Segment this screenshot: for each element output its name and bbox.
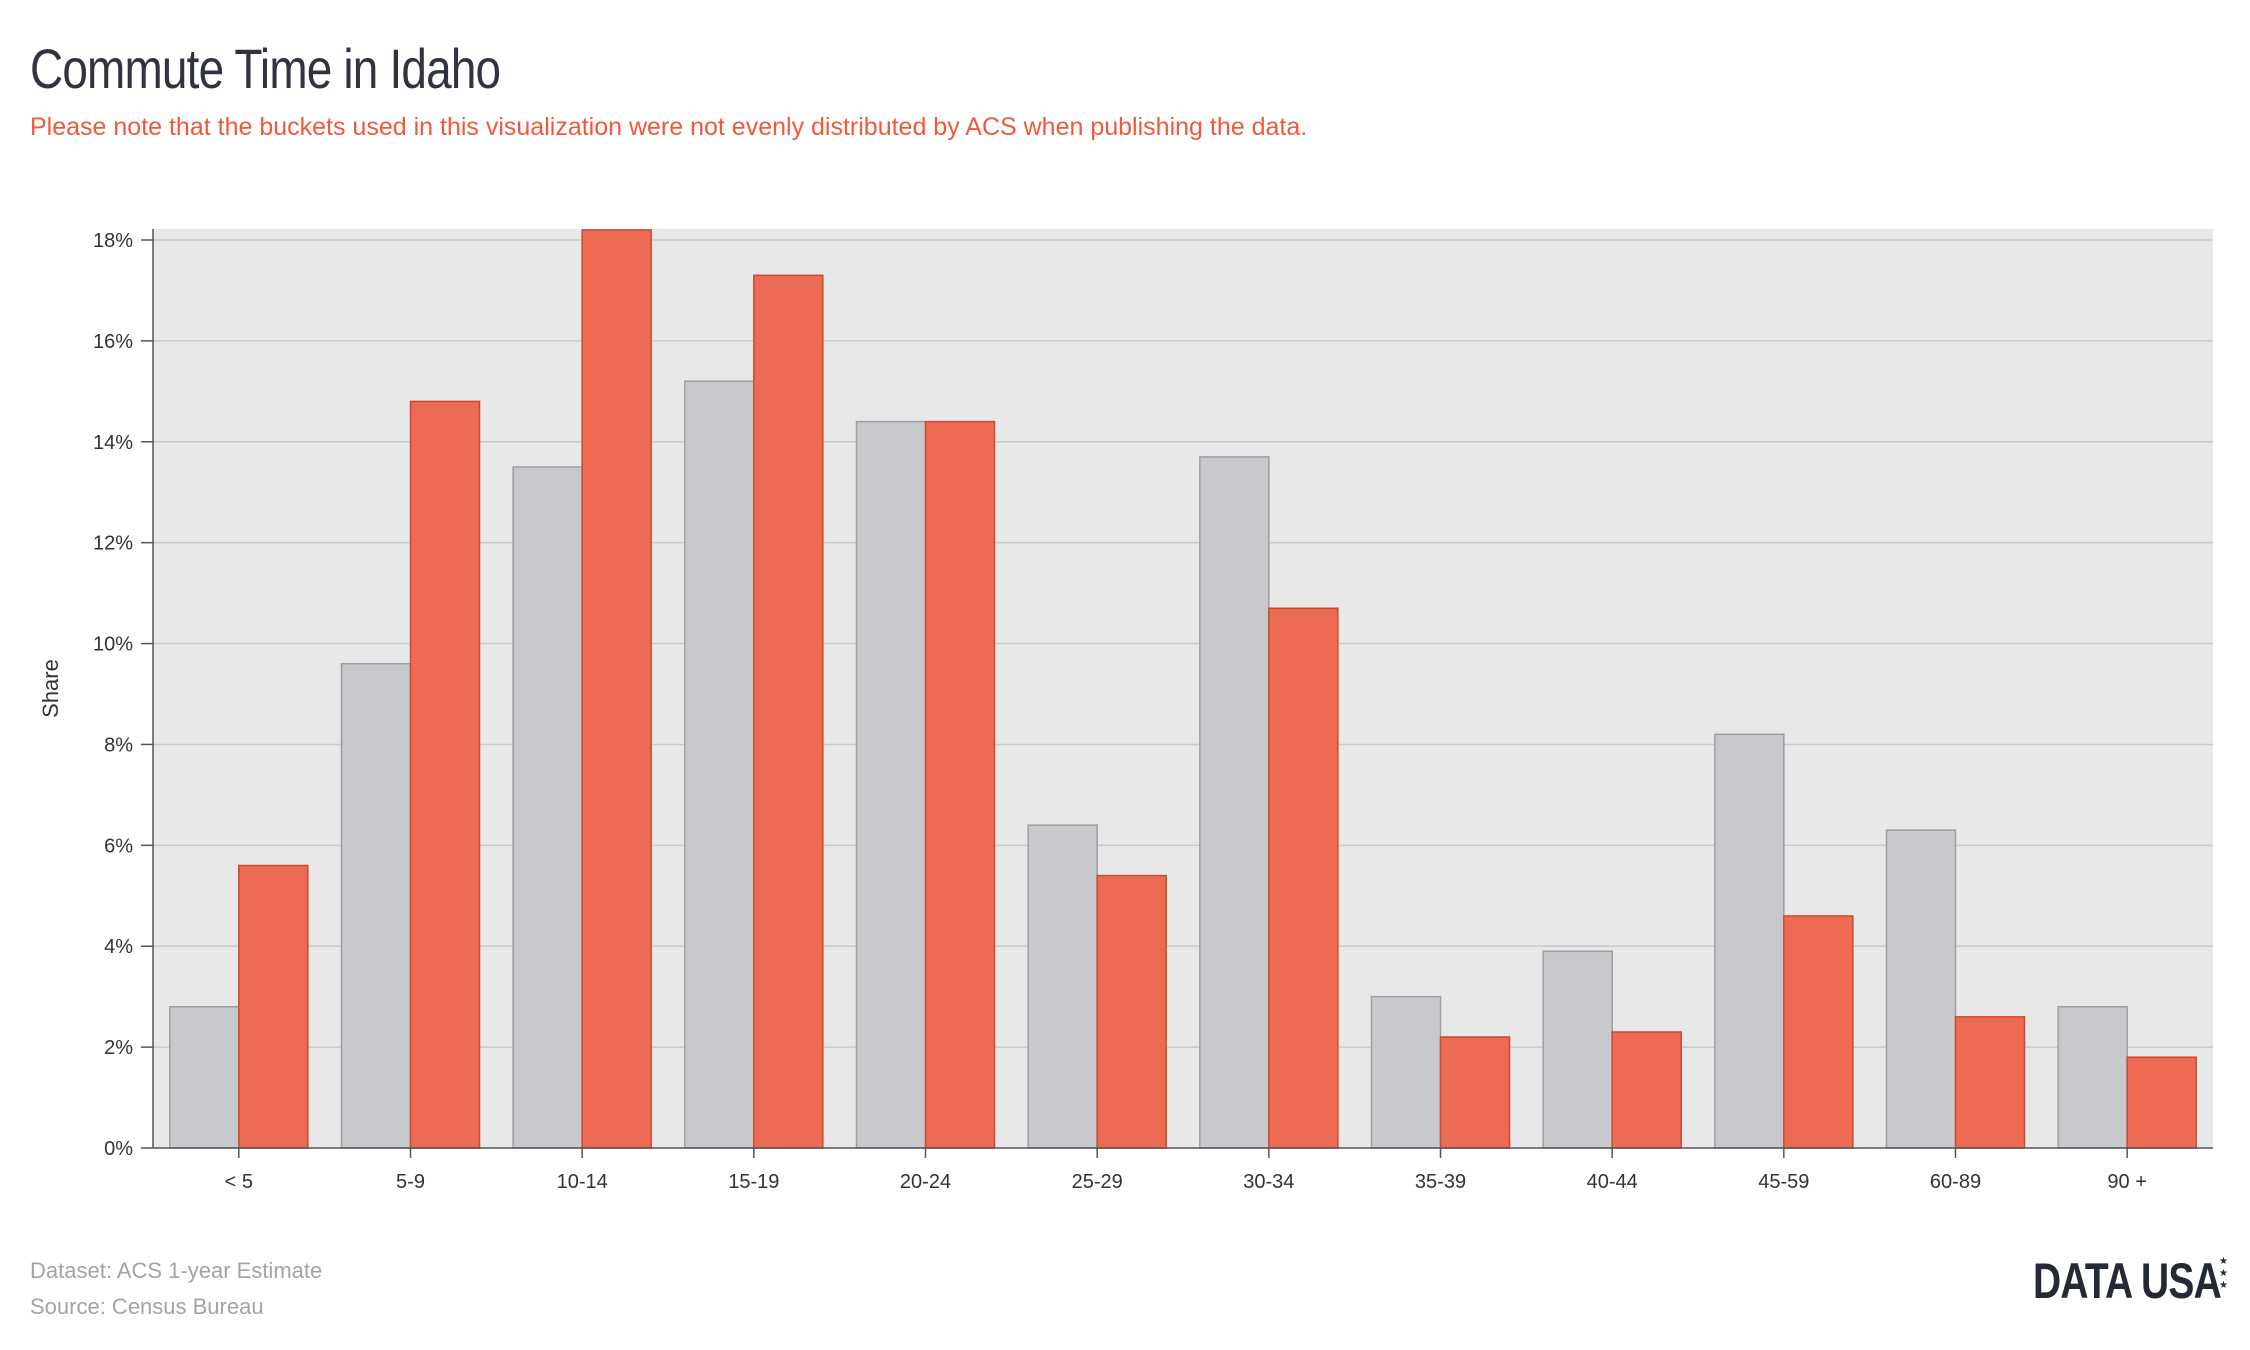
bar <box>1885 829 1957 1149</box>
plot-background <box>153 229 2213 1148</box>
bar <box>684 380 755 1149</box>
bar <box>2126 1056 2197 1149</box>
y-tick-label: 4% <box>104 936 133 958</box>
bar <box>2057 1006 2128 1149</box>
x-tick-label: 30-34 <box>1243 1171 1294 1193</box>
source-label: Source: Census Bureau <box>30 1294 264 1319</box>
bar <box>1439 1036 1511 1149</box>
x-tick-label: 10-14 <box>557 1171 608 1193</box>
datausa-logo[interactable]: DATA USA ★ ★ ★ <box>1980 1252 2228 1310</box>
bar <box>1268 607 1339 1149</box>
y-tick-label: 10% <box>93 634 133 656</box>
y-tick-label: 2% <box>104 1037 133 1059</box>
bar <box>169 1006 240 1149</box>
x-tick-label: 20-24 <box>900 1171 951 1193</box>
bar <box>1027 824 1098 1149</box>
x-tick-label: < 5 <box>225 1171 253 1193</box>
bar <box>855 420 927 1149</box>
bar <box>1096 874 1167 1149</box>
bar <box>581 229 652 1149</box>
bar <box>753 274 824 1149</box>
bar <box>1611 1031 1682 1149</box>
bar <box>1542 950 1613 1149</box>
x-tick-label: 40-44 <box>1587 1171 1638 1193</box>
x-tick-label: 25-29 <box>1072 1171 1123 1193</box>
bar <box>1714 733 1785 1149</box>
y-tick-label: 8% <box>104 734 133 756</box>
y-tick-label: 18% <box>93 230 133 252</box>
logo-text: DATA USA <box>2033 1253 2222 1309</box>
star-icon: ★ ★ ★ <box>2219 1256 2228 1291</box>
bar <box>238 864 309 1149</box>
bar <box>1370 995 1442 1149</box>
x-tick-label: 15-19 <box>728 1171 779 1193</box>
y-axis-label: Share <box>38 659 63 718</box>
y-tick-label: 0% <box>104 1138 133 1160</box>
bar <box>924 420 996 1149</box>
y-tick-label: 12% <box>93 533 133 555</box>
y-tick-label: 16% <box>93 331 133 353</box>
bar <box>1199 456 1270 1149</box>
dataset-label: Dataset: ACS 1-year Estimate <box>30 1258 323 1283</box>
bar <box>1954 1016 2026 1149</box>
x-tick-label: 5-9 <box>396 1171 425 1193</box>
y-tick-label: 6% <box>104 835 133 857</box>
bar-chart: 0% 2% 4% 6% 8% 10% 12% 14% 16% 18% Share < 5 5-9 10-1… <box>38 229 2213 1193</box>
bar <box>512 466 583 1149</box>
x-tick-label: 45-59 <box>1758 1171 1809 1193</box>
bar <box>1783 915 1854 1149</box>
x-tick-label: 35-39 <box>1415 1171 1466 1193</box>
y-tick-label: 14% <box>93 432 133 454</box>
bar <box>409 400 481 1149</box>
chart-subtitle: Please note that the buckets used in thi… <box>30 113 1308 141</box>
bar <box>340 662 412 1149</box>
chart-title: Commute Time in Idaho <box>30 37 501 100</box>
x-tick-label: 90 + <box>2107 1171 2146 1193</box>
x-tick-label: 60-89 <box>1930 1171 1981 1193</box>
